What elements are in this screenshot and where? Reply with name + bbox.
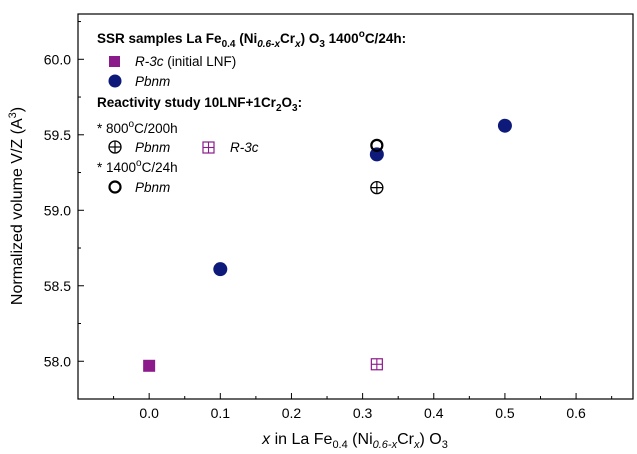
x-axis-title: x in La Fe0.4 (Ni0.6-xCrx) O3 (261, 431, 448, 451)
legend-condition-800c: * 800oC/200h (97, 119, 178, 136)
y-tick-label: 58.0 (44, 353, 71, 369)
x-tick-label: 0.3 (353, 405, 373, 421)
legend-label-r3c-800c: R-3c (230, 140, 259, 155)
legend-marker-pbnm-filled (108, 74, 122, 88)
x-tick-label: 0.4 (424, 405, 444, 421)
legend: SSR samples La Fe0.4 (Ni0.6-xCrx) O3 140… (97, 29, 406, 195)
plot-area (77, 13, 634, 400)
y-tick-label: 59.0 (44, 202, 71, 218)
x-axis-ticks: 0.0 0.1 0.2 0.3 0.4 0.5 0.6 (113, 393, 613, 421)
y-tick-label: 58.5 (44, 278, 71, 294)
data-point-pbnm (213, 262, 228, 277)
legend-marker-square-plus (202, 141, 215, 154)
y-tick-label: 60.0 (44, 51, 71, 67)
x-tick-label: 0.1 (211, 405, 231, 421)
legend-label-pbnm-1400c: Pbnm (135, 180, 170, 195)
legend-header-ssr: SSR samples La Fe0.4 (Ni0.6-xCrx) O3 140… (97, 29, 406, 50)
data-point-r3c-800c (370, 358, 383, 371)
legend-marker-circle-plus (108, 140, 122, 154)
data-points (143, 118, 512, 372)
x-tick-label: 0.6 (566, 405, 586, 421)
data-point-pbnm-1400c (370, 138, 384, 152)
x-tick-label: 0.0 (139, 405, 159, 421)
x-tick-label: 0.2 (282, 405, 302, 421)
legend-label-pbnm-800c: Pbnm (135, 140, 170, 155)
legend-label-r3c-initial: R-3c (initial LNF) (135, 54, 236, 69)
data-point-pbnm-800c (370, 180, 384, 195)
legend-label-pbnm: Pbnm (135, 74, 170, 89)
legend-condition-1400c: * 1400oC/24h (97, 158, 178, 175)
legend-marker-open-circle (108, 180, 122, 194)
y-tick-label: 59.5 (44, 127, 71, 143)
y-axis-title: Normalized volume V/Z (A3) (7, 107, 26, 305)
x-tick-label: 0.5 (495, 405, 515, 421)
y-axis-ticks: 58.0 58.5 59.0 59.5 60.0 (44, 21, 84, 369)
legend-header-reactivity: Reactivity study 10LNF+1Cr2O3: (97, 95, 302, 114)
data-point-pbnm (497, 118, 512, 133)
legend-marker-r3c-filled (109, 56, 120, 67)
data-point-r3c (143, 359, 156, 372)
